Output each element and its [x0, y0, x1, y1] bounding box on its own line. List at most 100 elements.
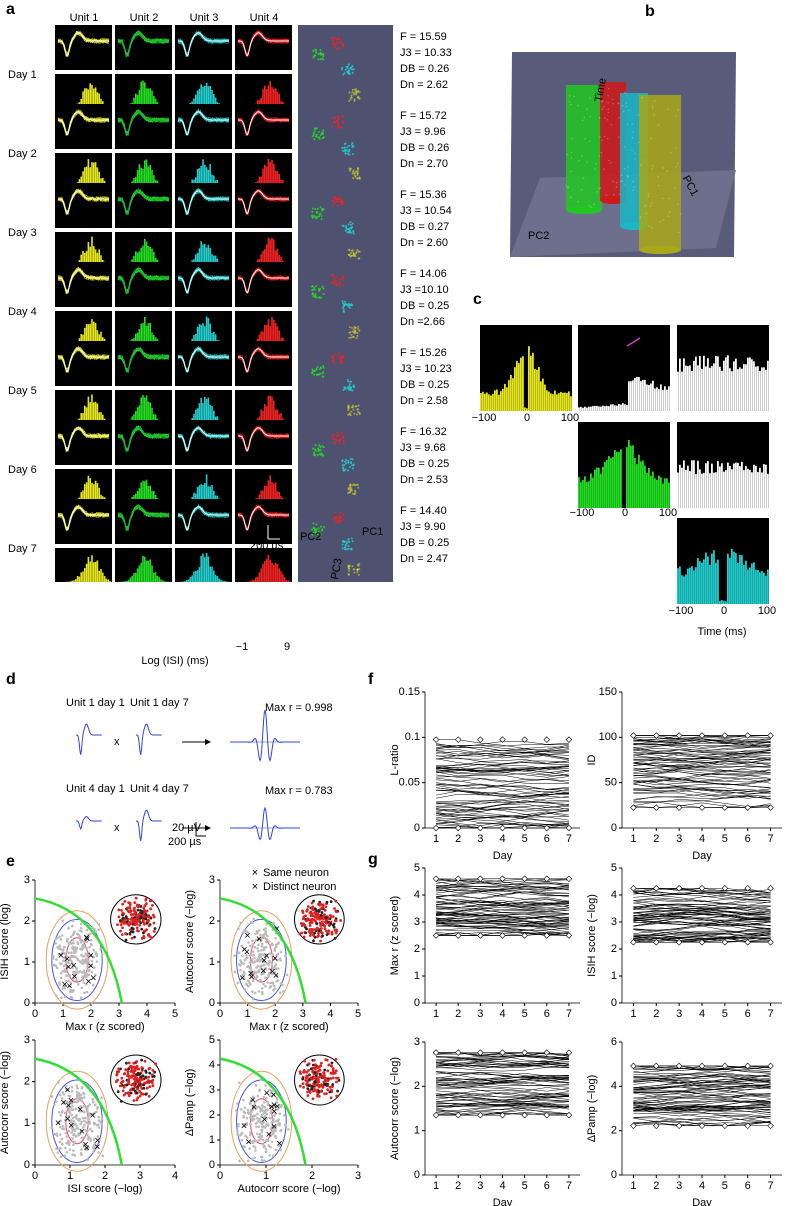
- same-point: [152, 1079, 155, 1082]
- x-tick-label: 3: [477, 833, 483, 845]
- cluster-point: [608, 88, 610, 90]
- y-tick-label: 5: [611, 862, 617, 874]
- legend-marker: ×: [252, 867, 258, 879]
- cluster-point: [341, 126, 343, 128]
- correlogram-bar: [616, 406, 618, 411]
- correlogram-bar: [707, 461, 709, 508]
- cluster-point: [357, 487, 359, 489]
- cluster-point: [625, 102, 627, 104]
- cluster-point: [332, 38, 334, 40]
- cluster-point: [337, 115, 339, 117]
- y-tick-label: 0: [414, 1169, 420, 1181]
- cluster-point: [311, 372, 313, 374]
- distinct-marker: ×: [85, 976, 91, 988]
- same-point: [115, 1080, 118, 1083]
- isi-bar: [71, 581, 73, 582]
- distinct-point: [252, 950, 255, 953]
- distinct-point: [51, 1095, 54, 1098]
- isi-bar: [107, 579, 109, 582]
- correlogram-bar: [626, 405, 628, 411]
- cluster-point: [337, 355, 339, 357]
- correlogram-bar: [685, 366, 687, 411]
- cluster-point: [314, 49, 316, 51]
- same-point: [316, 1070, 319, 1073]
- distinct-point: [273, 985, 276, 988]
- cluster-point: [312, 295, 314, 297]
- cluster-stat: DB = 0.25: [400, 300, 449, 312]
- tick-label: 0: [622, 507, 628, 519]
- correlogram-bar: [664, 478, 666, 508]
- distinct-marker: ×: [248, 971, 254, 983]
- arrow-head: [205, 825, 211, 831]
- x-tick-label: 4: [699, 1180, 705, 1192]
- isi-bar: [158, 577, 160, 582]
- distinct-point: [82, 979, 85, 982]
- cluster-point: [313, 134, 315, 136]
- distinct-point: [244, 1107, 247, 1110]
- distinct-point: [81, 976, 84, 979]
- cluster-point: [334, 517, 336, 519]
- distinct-point: [50, 1127, 53, 1130]
- y-tick-label: 4: [611, 1080, 617, 1092]
- cluster-point: [644, 205, 646, 207]
- same-point: [132, 921, 135, 924]
- cluster-point: [339, 357, 341, 359]
- correlogram-bar: [550, 393, 552, 411]
- cluster-point: [313, 374, 315, 376]
- cluster-point: [352, 467, 354, 469]
- cluster-point: [356, 332, 358, 334]
- distinct-point: [251, 990, 254, 993]
- distinct-point: [56, 1134, 59, 1137]
- cluster-point: [351, 146, 353, 148]
- same-point: [142, 907, 145, 910]
- y-tick-label: 0: [24, 1159, 30, 1171]
- correlogram-bar: [681, 575, 683, 604]
- marker: [478, 876, 484, 882]
- same-point: [149, 907, 152, 910]
- distinct-point: [80, 927, 83, 930]
- cluster-point: [345, 462, 347, 464]
- distinct-point: [264, 1108, 267, 1111]
- x-tick-label: 4: [499, 1008, 505, 1020]
- cluster-point: [343, 309, 345, 311]
- distinct-point: [97, 1116, 100, 1119]
- correlogram-bar: [500, 391, 502, 411]
- tick-label: −100: [472, 412, 497, 424]
- correlogram-bar: [614, 405, 616, 411]
- distinct-point: [83, 1093, 86, 1096]
- cluster-point: [589, 97, 591, 99]
- correlogram-bar: [749, 357, 751, 411]
- distinct-point: [71, 925, 74, 928]
- y-tick-label: 4: [209, 1059, 215, 1071]
- distinct-point: [239, 969, 242, 972]
- distinct-point: [242, 1110, 245, 1113]
- cluster-point: [344, 547, 346, 549]
- distinct-point: [251, 1158, 254, 1161]
- distinct-point: [76, 1091, 79, 1094]
- x-tick-label: 7: [768, 1008, 774, 1020]
- cluster-point: [608, 112, 610, 114]
- isi-bar: [284, 577, 286, 582]
- same-point: [309, 924, 312, 927]
- cluster-point: [338, 278, 340, 280]
- cluster-point: [322, 58, 324, 60]
- y-tick-label: 0.05: [399, 777, 420, 789]
- cluster-cylinder: [639, 95, 681, 250]
- same-point: [148, 1072, 151, 1075]
- cluster-point: [657, 176, 659, 178]
- same-point: [319, 1085, 322, 1088]
- cluster-point: [341, 67, 343, 69]
- x-tick-label: 5: [522, 1180, 528, 1192]
- correlogram-bar: [608, 456, 610, 508]
- cluster-point: [357, 335, 359, 337]
- distinct-point: [262, 983, 265, 986]
- correlogram-bar: [731, 371, 733, 411]
- cluster-point: [353, 100, 355, 102]
- isi-bar: [206, 553, 208, 582]
- y-tick-label: 0: [24, 997, 30, 1009]
- cluster-point: [322, 55, 324, 57]
- isi-bar: [269, 560, 271, 582]
- tick-label: 0: [524, 412, 530, 424]
- distinct-point: [101, 1118, 104, 1121]
- cluster-stat: J3 = 9.68: [400, 442, 446, 454]
